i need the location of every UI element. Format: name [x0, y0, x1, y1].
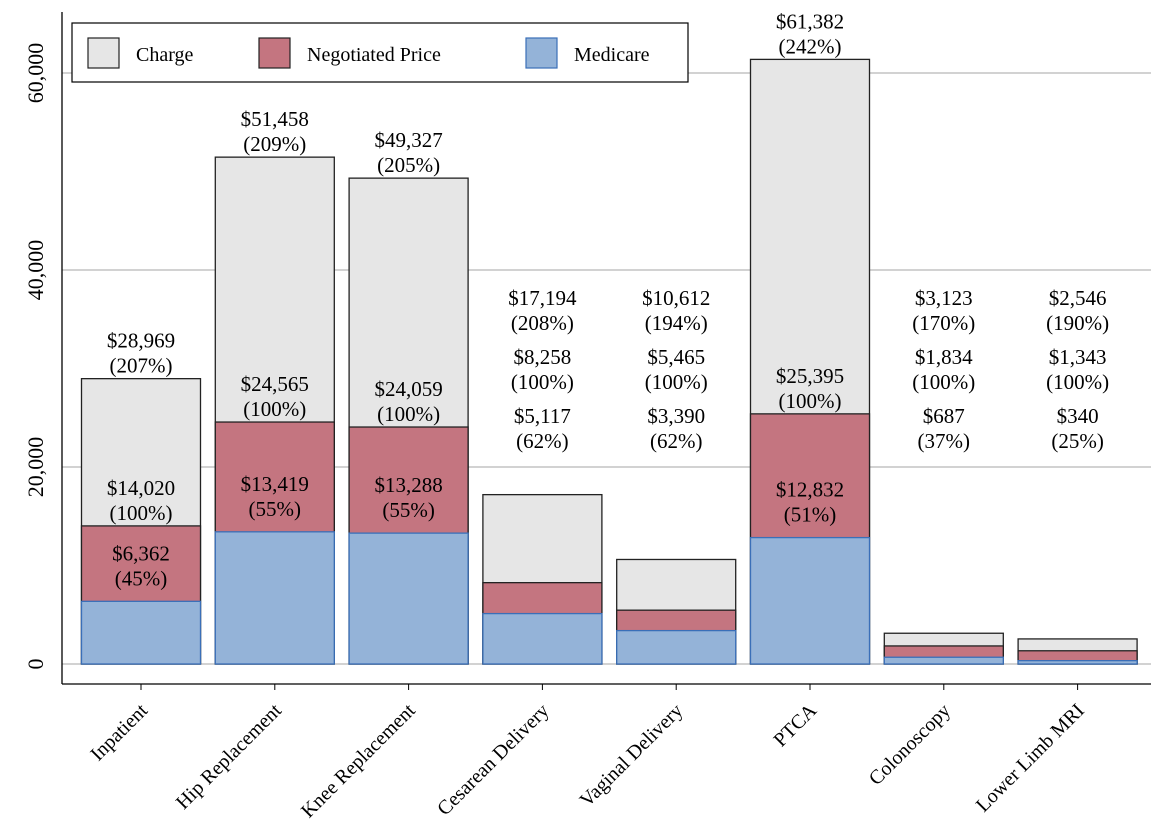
category-label: Lower Limb MRI: [972, 700, 1089, 817]
negotiated-label-percent: (100%): [1046, 370, 1109, 394]
medicare-label-value: $13,419: [241, 472, 309, 496]
charge-label-percent: (242%): [779, 34, 842, 58]
medicare-label-percent: (25%): [1051, 429, 1103, 453]
medicare-label-value: $5,117: [514, 404, 571, 428]
negotiated-label-value: $1,834: [915, 345, 973, 369]
charge-label-value: $28,969: [107, 329, 175, 353]
medicare-label-percent: (45%): [115, 566, 167, 590]
y-tick-label: 40,000: [23, 240, 48, 301]
charge-label-percent: (209%): [243, 132, 306, 156]
y-tick-labels: 0 20,000 40,000 60,000: [23, 43, 48, 670]
category-label: Colonoscopy: [865, 700, 955, 790]
negotiated-label-value: $1,343: [1049, 345, 1107, 369]
negotiated-label-percent: (100%): [243, 397, 306, 421]
legend-label: Charge: [136, 44, 194, 66]
bar-medicare: [1017, 660, 1138, 665]
negotiated-label-value: $14,020: [107, 476, 175, 500]
charge-label-value: $17,194: [508, 286, 577, 310]
charge-label-percent: (208%): [511, 311, 574, 335]
negotiated-label-value: $24,059: [374, 377, 442, 401]
charge-label-percent: (170%): [912, 311, 975, 335]
medicare-label-value: $687: [923, 404, 965, 428]
negotiated-label-percent: (100%): [110, 501, 173, 525]
legend-box: [71, 22, 689, 83]
legend-swatch: [258, 37, 291, 69]
negotiated-label-percent: (100%): [511, 370, 574, 394]
charge-label-value: $51,458: [241, 107, 309, 131]
bar-medicare: [348, 532, 469, 665]
bar-medicare: [883, 656, 1004, 665]
bar-medicare: [214, 531, 335, 665]
charge-label-value: $2,546: [1049, 286, 1107, 310]
medicare-label-percent: (62%): [650, 429, 702, 453]
bar-medicare: [749, 536, 871, 665]
legend-label: Medicare: [574, 44, 650, 66]
category-label: Hip Replacement: [172, 699, 286, 813]
negotiated-label-percent: (100%): [645, 370, 708, 394]
charge-label-value: $3,123: [915, 286, 973, 310]
negotiated-label-value: $24,565: [241, 372, 309, 396]
category-label: Vaginal Delivery: [576, 700, 688, 812]
bar-medicare: [482, 612, 603, 665]
medicare-label-value: $340: [1057, 404, 1099, 428]
bar-medicare: [616, 629, 737, 665]
negotiated-label-value: $25,395: [776, 364, 844, 388]
legend-label: Negotiated Price: [307, 44, 441, 66]
charge-label-value: $61,382: [776, 9, 844, 33]
y-tick-label: 60,000: [23, 43, 48, 104]
category-label: Cesarean Delivery: [433, 700, 553, 820]
charge-label-percent: (207%): [110, 354, 173, 378]
medicare-label-percent: (62%): [516, 429, 568, 453]
medicare-label-percent: (55%): [382, 498, 434, 522]
bars: [80, 58, 1138, 665]
negotiated-label-percent: (100%): [779, 389, 842, 413]
y-tick-label: 0: [23, 659, 48, 670]
legend: Charge Negotiated Price Medicare: [71, 22, 689, 83]
category-label: Knee Replacement: [297, 699, 420, 822]
category-label: Inpatient: [86, 699, 152, 765]
medicare-label-percent: (55%): [249, 497, 301, 521]
negotiated-label-value: $8,258: [514, 345, 572, 369]
bar-medicare: [80, 600, 202, 665]
charge-label-percent: (205%): [377, 153, 440, 177]
medicare-label-value: $3,390: [647, 404, 705, 428]
category-labels: Inpatient Hip Replacement Knee Replacement…: [86, 699, 1088, 822]
medicare-label-percent: (37%): [918, 429, 970, 453]
legend-swatch: [525, 37, 558, 69]
y-tick-label: 20,000: [23, 437, 48, 498]
legend-swatch: [87, 37, 120, 69]
negotiated-label-value: $5,465: [647, 345, 705, 369]
charge-label-percent: (194%): [645, 311, 708, 335]
negotiated-label-percent: (100%): [912, 370, 975, 394]
medicare-label-value: $13,288: [374, 473, 442, 497]
category-label: PTCA: [769, 699, 821, 751]
medicare-label-value: $6,362: [112, 541, 170, 565]
charge-label-value: $49,327: [374, 128, 442, 152]
negotiated-label-percent: (100%): [377, 402, 440, 426]
charge-label-percent: (190%): [1046, 311, 1109, 335]
axes: [61, 12, 1151, 690]
medicare-label-percent: (51%): [784, 503, 836, 527]
data-labels: $28,969(207%)$14,020(100%)$6,362(45%)$51…: [107, 9, 1109, 590]
medicare-label-value: $12,832: [776, 478, 844, 502]
charge-label-value: $10,612: [642, 286, 710, 310]
